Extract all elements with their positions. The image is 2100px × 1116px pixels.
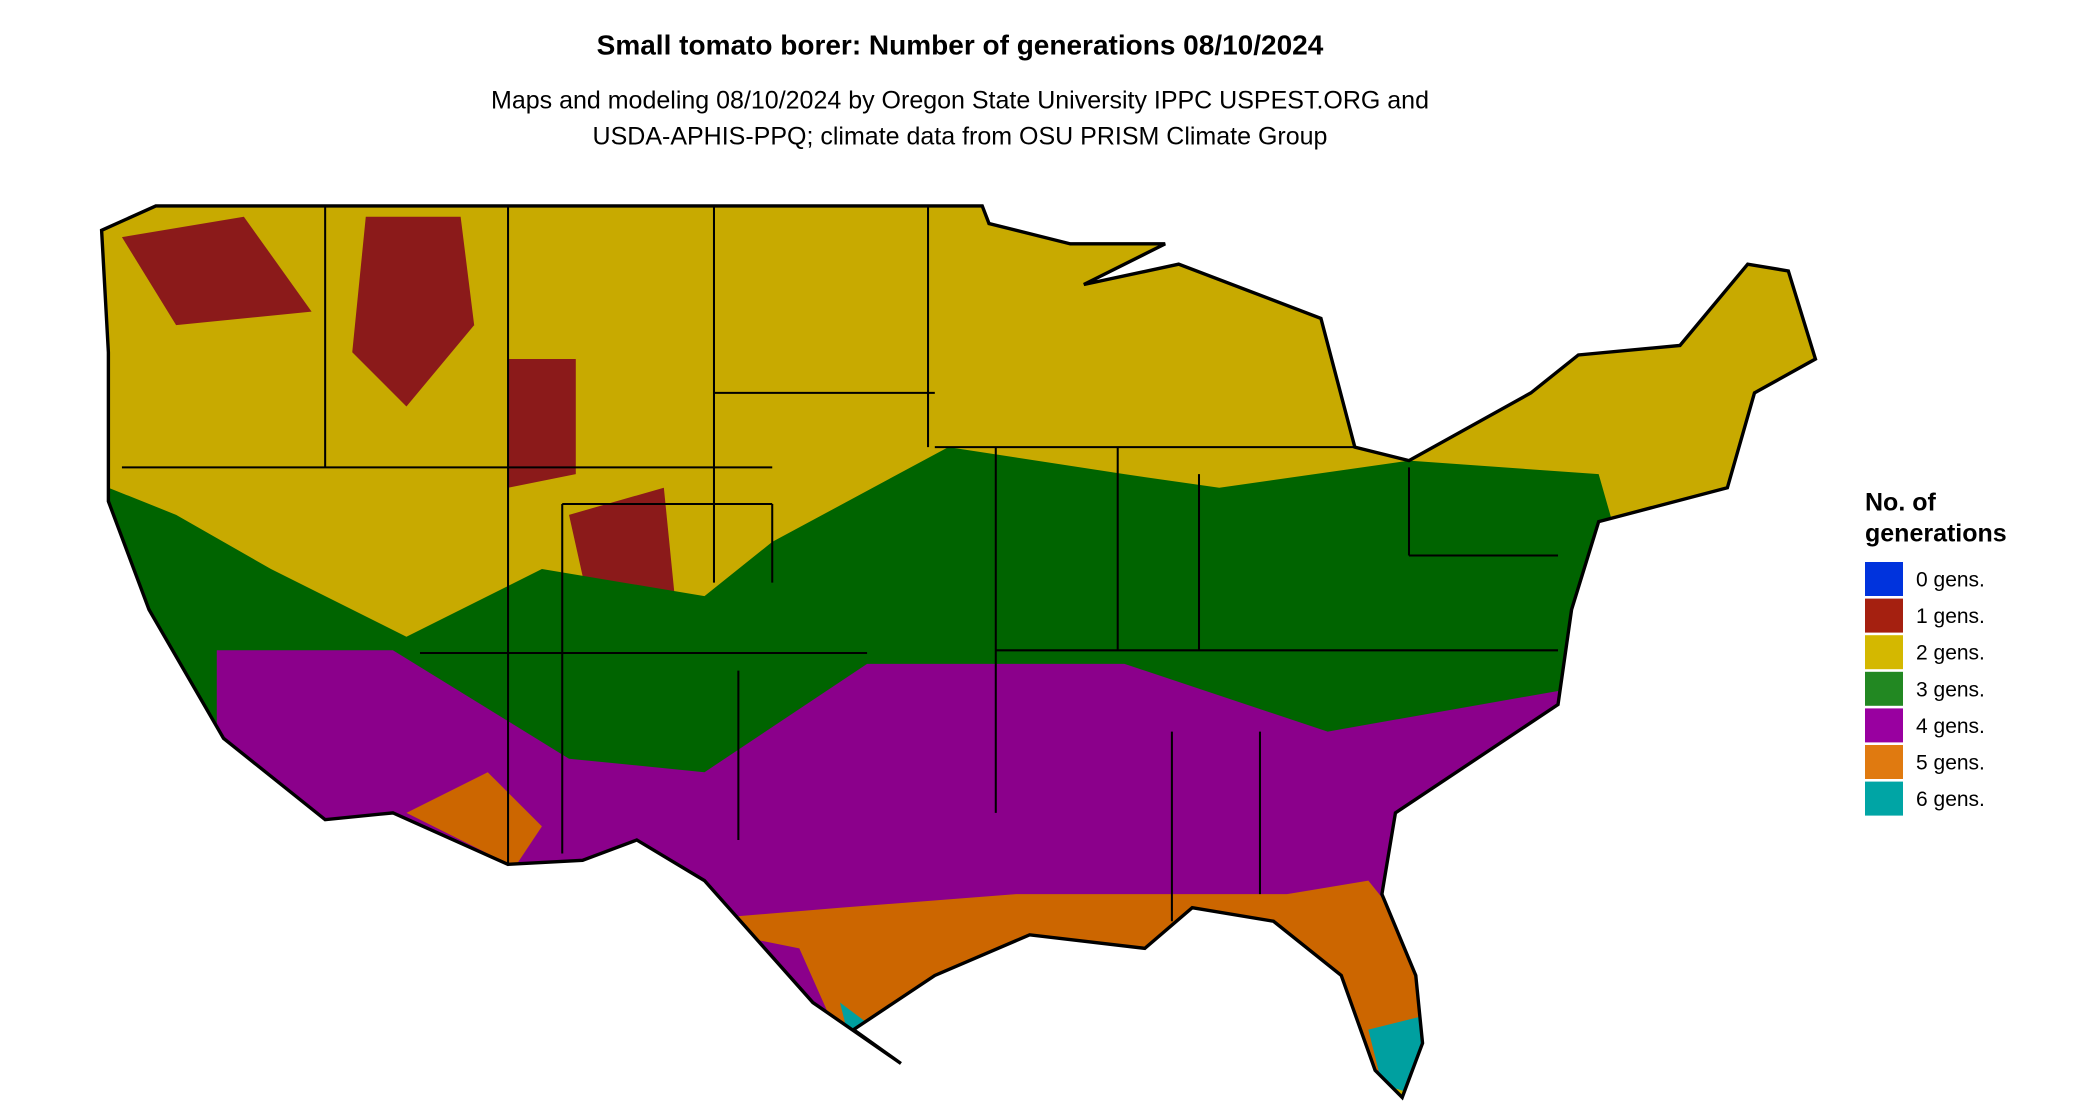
us-map xyxy=(99,204,1818,1101)
state-borders xyxy=(121,205,1559,922)
legend-title: No. of xyxy=(1865,489,1936,517)
legend-label: 2 gens. xyxy=(1916,642,1985,665)
legend-label: 3 gens. xyxy=(1916,678,1985,701)
region-5-gens xyxy=(677,880,1423,1098)
legend: No. of generations 0 gens. 1 gens. 2 gens.… xyxy=(1865,489,2007,816)
legend-label: 0 gens. xyxy=(1916,569,1985,592)
legend-label: 6 gens. xyxy=(1916,788,1985,811)
legend-title: generations xyxy=(1865,520,2007,548)
us-outline xyxy=(99,204,1818,1101)
region-6-gens xyxy=(1368,1016,1423,1098)
legend-swatch xyxy=(1865,598,1903,633)
legend-swatch xyxy=(1865,781,1903,816)
map-title: Small tomato borer: Number of generation… xyxy=(597,29,1324,60)
legend-swatch xyxy=(1865,562,1903,596)
legend-swatch xyxy=(1865,671,1903,706)
legend-swatch xyxy=(1865,635,1903,670)
map-subtitle: USDA-APHIS-PPQ; climate data from OSU PR… xyxy=(593,123,1328,151)
legend-label: 1 gens. xyxy=(1916,605,1985,628)
region-1-gens xyxy=(508,359,576,488)
region-1-gens xyxy=(121,216,312,326)
legend-swatch xyxy=(1865,745,1903,779)
map-subtitle: Maps and modeling 08/10/2024 by Oregon S… xyxy=(491,87,1429,115)
map-regions xyxy=(101,205,1816,1098)
legend-label: 5 gens. xyxy=(1916,752,1985,775)
legend-label: 4 gens. xyxy=(1916,715,1985,738)
legend-swatch xyxy=(1865,708,1903,743)
region-1-gens xyxy=(352,216,475,407)
